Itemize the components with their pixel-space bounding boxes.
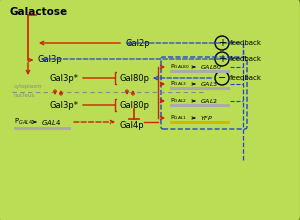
Text: Gal3p: Gal3p xyxy=(38,55,63,64)
Text: $\mathit{GAL2}$: $\mathit{GAL2}$ xyxy=(200,97,218,105)
Text: feedback: feedback xyxy=(230,56,262,62)
Text: Gal80p: Gal80p xyxy=(120,73,150,82)
Bar xyxy=(170,103,230,107)
Bar xyxy=(170,121,230,124)
Text: P$_{\mathit{GAL80}}$: P$_{\mathit{GAL80}}$ xyxy=(170,62,190,72)
Text: $\mathit{GAL4}$: $\mathit{GAL4}$ xyxy=(41,117,61,126)
Text: $\mathit{YFP}$: $\mathit{YFP}$ xyxy=(200,114,213,122)
Text: nucleus: nucleus xyxy=(14,93,35,98)
Text: P$_{\mathit{GAL2}}$: P$_{\mathit{GAL2}}$ xyxy=(170,97,187,105)
Text: feedback: feedback xyxy=(230,40,262,46)
Bar xyxy=(170,86,230,90)
Text: Gal80p: Gal80p xyxy=(120,101,150,110)
Text: feedback: feedback xyxy=(230,75,262,81)
Text: Galactose: Galactose xyxy=(10,7,68,17)
Text: Gal4p: Gal4p xyxy=(120,121,145,130)
Bar xyxy=(14,126,71,130)
Text: $\mathit{GAL80}$: $\mathit{GAL80}$ xyxy=(200,63,222,71)
Text: cytoplasm: cytoplasm xyxy=(14,84,43,89)
Text: +: + xyxy=(218,54,226,64)
Text: −: − xyxy=(218,73,226,83)
Text: P$_{\mathit{GAL3}}$: P$_{\mathit{GAL3}}$ xyxy=(170,80,187,88)
Text: Gal3p*: Gal3p* xyxy=(50,101,79,110)
Text: Gal3p*: Gal3p* xyxy=(50,73,79,82)
Text: P$_{\mathit{GAL4}}$: P$_{\mathit{GAL4}}$ xyxy=(14,117,33,127)
Text: $\mathit{GAL3}$: $\mathit{GAL3}$ xyxy=(200,80,218,88)
Text: P$_{\mathit{GAL1}}$: P$_{\mathit{GAL1}}$ xyxy=(170,114,187,123)
Bar xyxy=(170,70,230,73)
Text: Gal2p: Gal2p xyxy=(125,38,150,48)
Text: +: + xyxy=(218,38,226,48)
